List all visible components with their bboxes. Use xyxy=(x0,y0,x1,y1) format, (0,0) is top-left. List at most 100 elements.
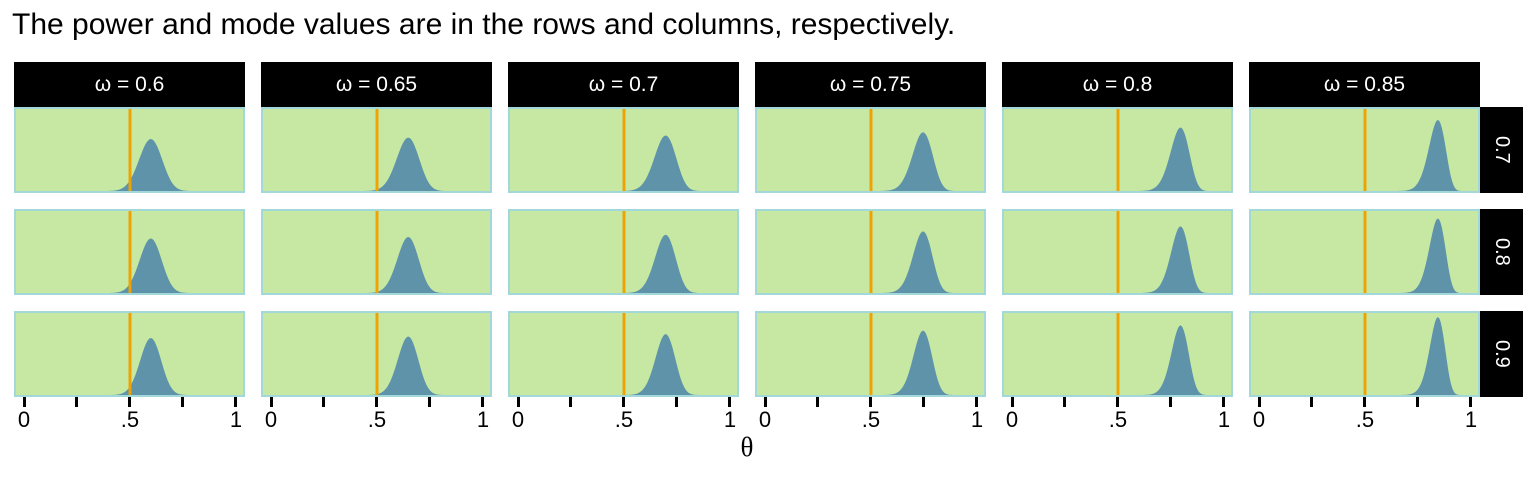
panel xyxy=(261,209,492,295)
axis-tick-label: 0 xyxy=(511,407,525,432)
panel xyxy=(14,311,245,397)
panel xyxy=(14,209,245,295)
reference-line xyxy=(869,313,873,395)
axis-tick-label: .5 xyxy=(614,407,634,432)
density-curve xyxy=(1013,127,1223,191)
axis-tick xyxy=(1222,397,1226,407)
panel-plot-area xyxy=(1013,313,1223,395)
axis-tick-label: 1 xyxy=(1464,407,1478,432)
reference-line xyxy=(1363,211,1367,293)
panel xyxy=(1002,107,1233,193)
facet-column: ω = 0.7 0.5 1 xyxy=(508,62,739,433)
figure-title: The power and mode values are in the row… xyxy=(12,8,956,41)
axis-tick xyxy=(269,397,273,407)
reference-line xyxy=(1116,109,1120,191)
column-strip: ω = 0.7 xyxy=(508,62,739,107)
panel-plot-area xyxy=(519,109,729,191)
column-strip: ω = 0.8 xyxy=(1002,62,1233,107)
reference-line xyxy=(128,109,132,191)
axis-tick-label: 0 xyxy=(1252,407,1266,432)
x-axis-title: θ xyxy=(740,432,754,462)
axis-tick xyxy=(1010,397,1014,407)
axis-tick-label: .5 xyxy=(367,407,387,432)
reference-line xyxy=(869,109,873,191)
facet-grid: ω = 0.6 0.5 1 ω = 0.65 0.5 1 ω = 0.7 0.5 1 ω = 0.… xyxy=(14,62,1523,433)
reference-line xyxy=(1116,211,1120,293)
axis-tick xyxy=(1310,397,1314,407)
facet-column: ω = 0.8 0.5 1 xyxy=(1002,62,1233,433)
panel-plot-area xyxy=(1260,109,1470,191)
axis-tick xyxy=(1469,397,1473,407)
row-strip: 0.9 xyxy=(1480,311,1523,397)
reference-line xyxy=(375,109,379,191)
axis-tick xyxy=(869,397,873,407)
reference-line xyxy=(128,211,132,293)
panel-plot-area xyxy=(519,211,729,293)
axis-tick xyxy=(375,397,379,407)
panel xyxy=(508,311,739,397)
axis-tick xyxy=(1169,397,1173,407)
density-curve xyxy=(519,234,729,293)
axis-tick-label: .5 xyxy=(1355,407,1375,432)
density-curve xyxy=(1013,325,1223,395)
strip-corner-spacer xyxy=(1480,62,1523,107)
density-curve xyxy=(1013,226,1223,293)
panel xyxy=(1002,209,1233,295)
x-axis: 0.5 1 xyxy=(508,397,739,433)
facet-column: ω = 0.65 0.5 1 xyxy=(261,62,492,433)
panel-plot-area xyxy=(25,109,235,191)
x-axis: 0.5 1 xyxy=(1002,397,1233,433)
panel-plot-area xyxy=(1260,313,1470,395)
axis-tick-label: 0 xyxy=(758,407,772,432)
panel xyxy=(261,107,492,193)
reference-line xyxy=(1116,313,1120,395)
panel-plot-area xyxy=(25,313,235,395)
column-strip: ω = 0.75 xyxy=(755,62,986,107)
panel-plot-area xyxy=(1013,109,1223,191)
axis-tick xyxy=(763,397,767,407)
axis-tick-label: .5 xyxy=(120,407,140,432)
axis-tick xyxy=(22,397,26,407)
x-axis: 0.5 1 xyxy=(261,397,492,433)
axis-tick xyxy=(234,397,238,407)
axis-tick xyxy=(128,397,132,407)
panel xyxy=(14,107,245,193)
axis-tick xyxy=(569,397,573,407)
axis-tick xyxy=(728,397,732,407)
panel-plot-area xyxy=(766,109,976,191)
column-strip: ω = 0.65 xyxy=(261,62,492,107)
axis-tick xyxy=(1257,397,1261,407)
density-curve xyxy=(1260,218,1470,293)
column-strip: ω = 0.85 xyxy=(1249,62,1480,107)
axis-tick xyxy=(181,397,185,407)
x-axis: 0.5 1 xyxy=(14,397,245,433)
panel-plot-area xyxy=(766,313,976,395)
density-curve xyxy=(766,231,976,293)
axis-tick xyxy=(1063,397,1067,407)
panel xyxy=(508,209,739,295)
density-curve xyxy=(1260,119,1470,191)
reference-line xyxy=(622,211,626,293)
panel-plot-area xyxy=(272,211,482,293)
axis-tick-label: 0 xyxy=(17,407,31,432)
facet-column: ω = 0.6 0.5 1 xyxy=(14,62,245,433)
row-strip: 0.8 xyxy=(1480,209,1523,295)
reference-line xyxy=(1363,109,1367,191)
axis-tick xyxy=(428,397,432,407)
reference-line xyxy=(128,313,132,395)
column-strip: ω = 0.6 xyxy=(14,62,245,107)
panel-plot-area xyxy=(272,109,482,191)
axis-tick-label: 0 xyxy=(264,407,278,432)
axis-tick xyxy=(75,397,79,407)
panel xyxy=(755,107,986,193)
axis-tick-label: 1 xyxy=(1217,407,1231,432)
axis-tick-label: 1 xyxy=(970,407,984,432)
axis-tick xyxy=(816,397,820,407)
axis-tick-label: 1 xyxy=(229,407,243,432)
panel xyxy=(1249,209,1480,295)
axis-tick xyxy=(975,397,979,407)
axis-tick xyxy=(1416,397,1420,407)
axis-tick-label: 0 xyxy=(1005,407,1019,432)
panel-plot-area xyxy=(1260,211,1470,293)
axis-tick-label: .5 xyxy=(1108,407,1128,432)
